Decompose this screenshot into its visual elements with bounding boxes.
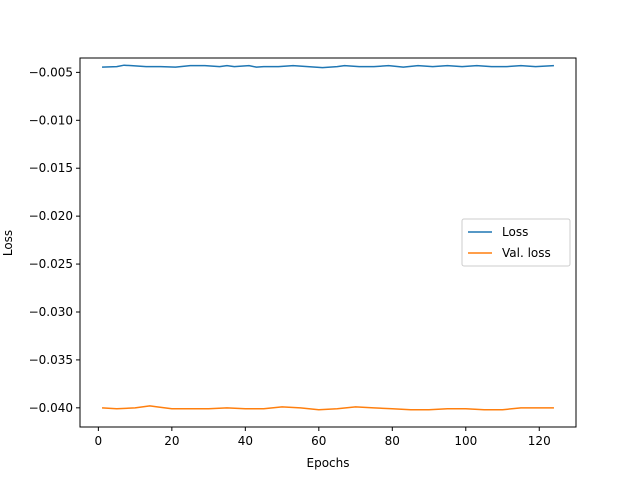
x-tick-label: 80 xyxy=(385,434,400,448)
series-line-1 xyxy=(101,405,554,411)
series-line-0 xyxy=(102,64,554,69)
x-tick-label: 60 xyxy=(311,434,326,448)
x-axis: 0 20 40 60 80 100 120 xyxy=(95,427,551,448)
plot-frame xyxy=(79,57,577,428)
y-tick-label: −0.040 xyxy=(29,401,73,415)
x-tick-label: 100 xyxy=(454,434,477,448)
y-tick-label: −0.020 xyxy=(29,209,73,223)
legend-label-1: Val. loss xyxy=(502,246,551,260)
x-tick-label: 40 xyxy=(238,434,253,448)
x-tick-label: 0 xyxy=(95,434,103,448)
series-layer xyxy=(101,64,554,411)
y-tick-label: −0.030 xyxy=(29,305,73,319)
y-axis-title: Loss xyxy=(1,230,15,256)
y-tick-label: −0.010 xyxy=(29,113,73,127)
y-tick-label: −0.005 xyxy=(29,65,73,79)
legend: Loss Val. loss xyxy=(461,218,571,267)
y-tick-label: −0.025 xyxy=(29,257,73,271)
legend-box xyxy=(461,218,571,267)
x-tick-label: 20 xyxy=(164,434,179,448)
legend-label-0: Loss xyxy=(502,225,528,239)
x-axis-title: Epochs xyxy=(307,456,350,470)
y-axis: −0.040 −0.035 −0.030 −0.025 −0.020 −0.015 −0.0… xyxy=(29,65,80,415)
x-tick-label: 120 xyxy=(528,434,551,448)
y-tick-label: −0.035 xyxy=(29,353,73,367)
y-tick-label: −0.015 xyxy=(29,161,73,175)
